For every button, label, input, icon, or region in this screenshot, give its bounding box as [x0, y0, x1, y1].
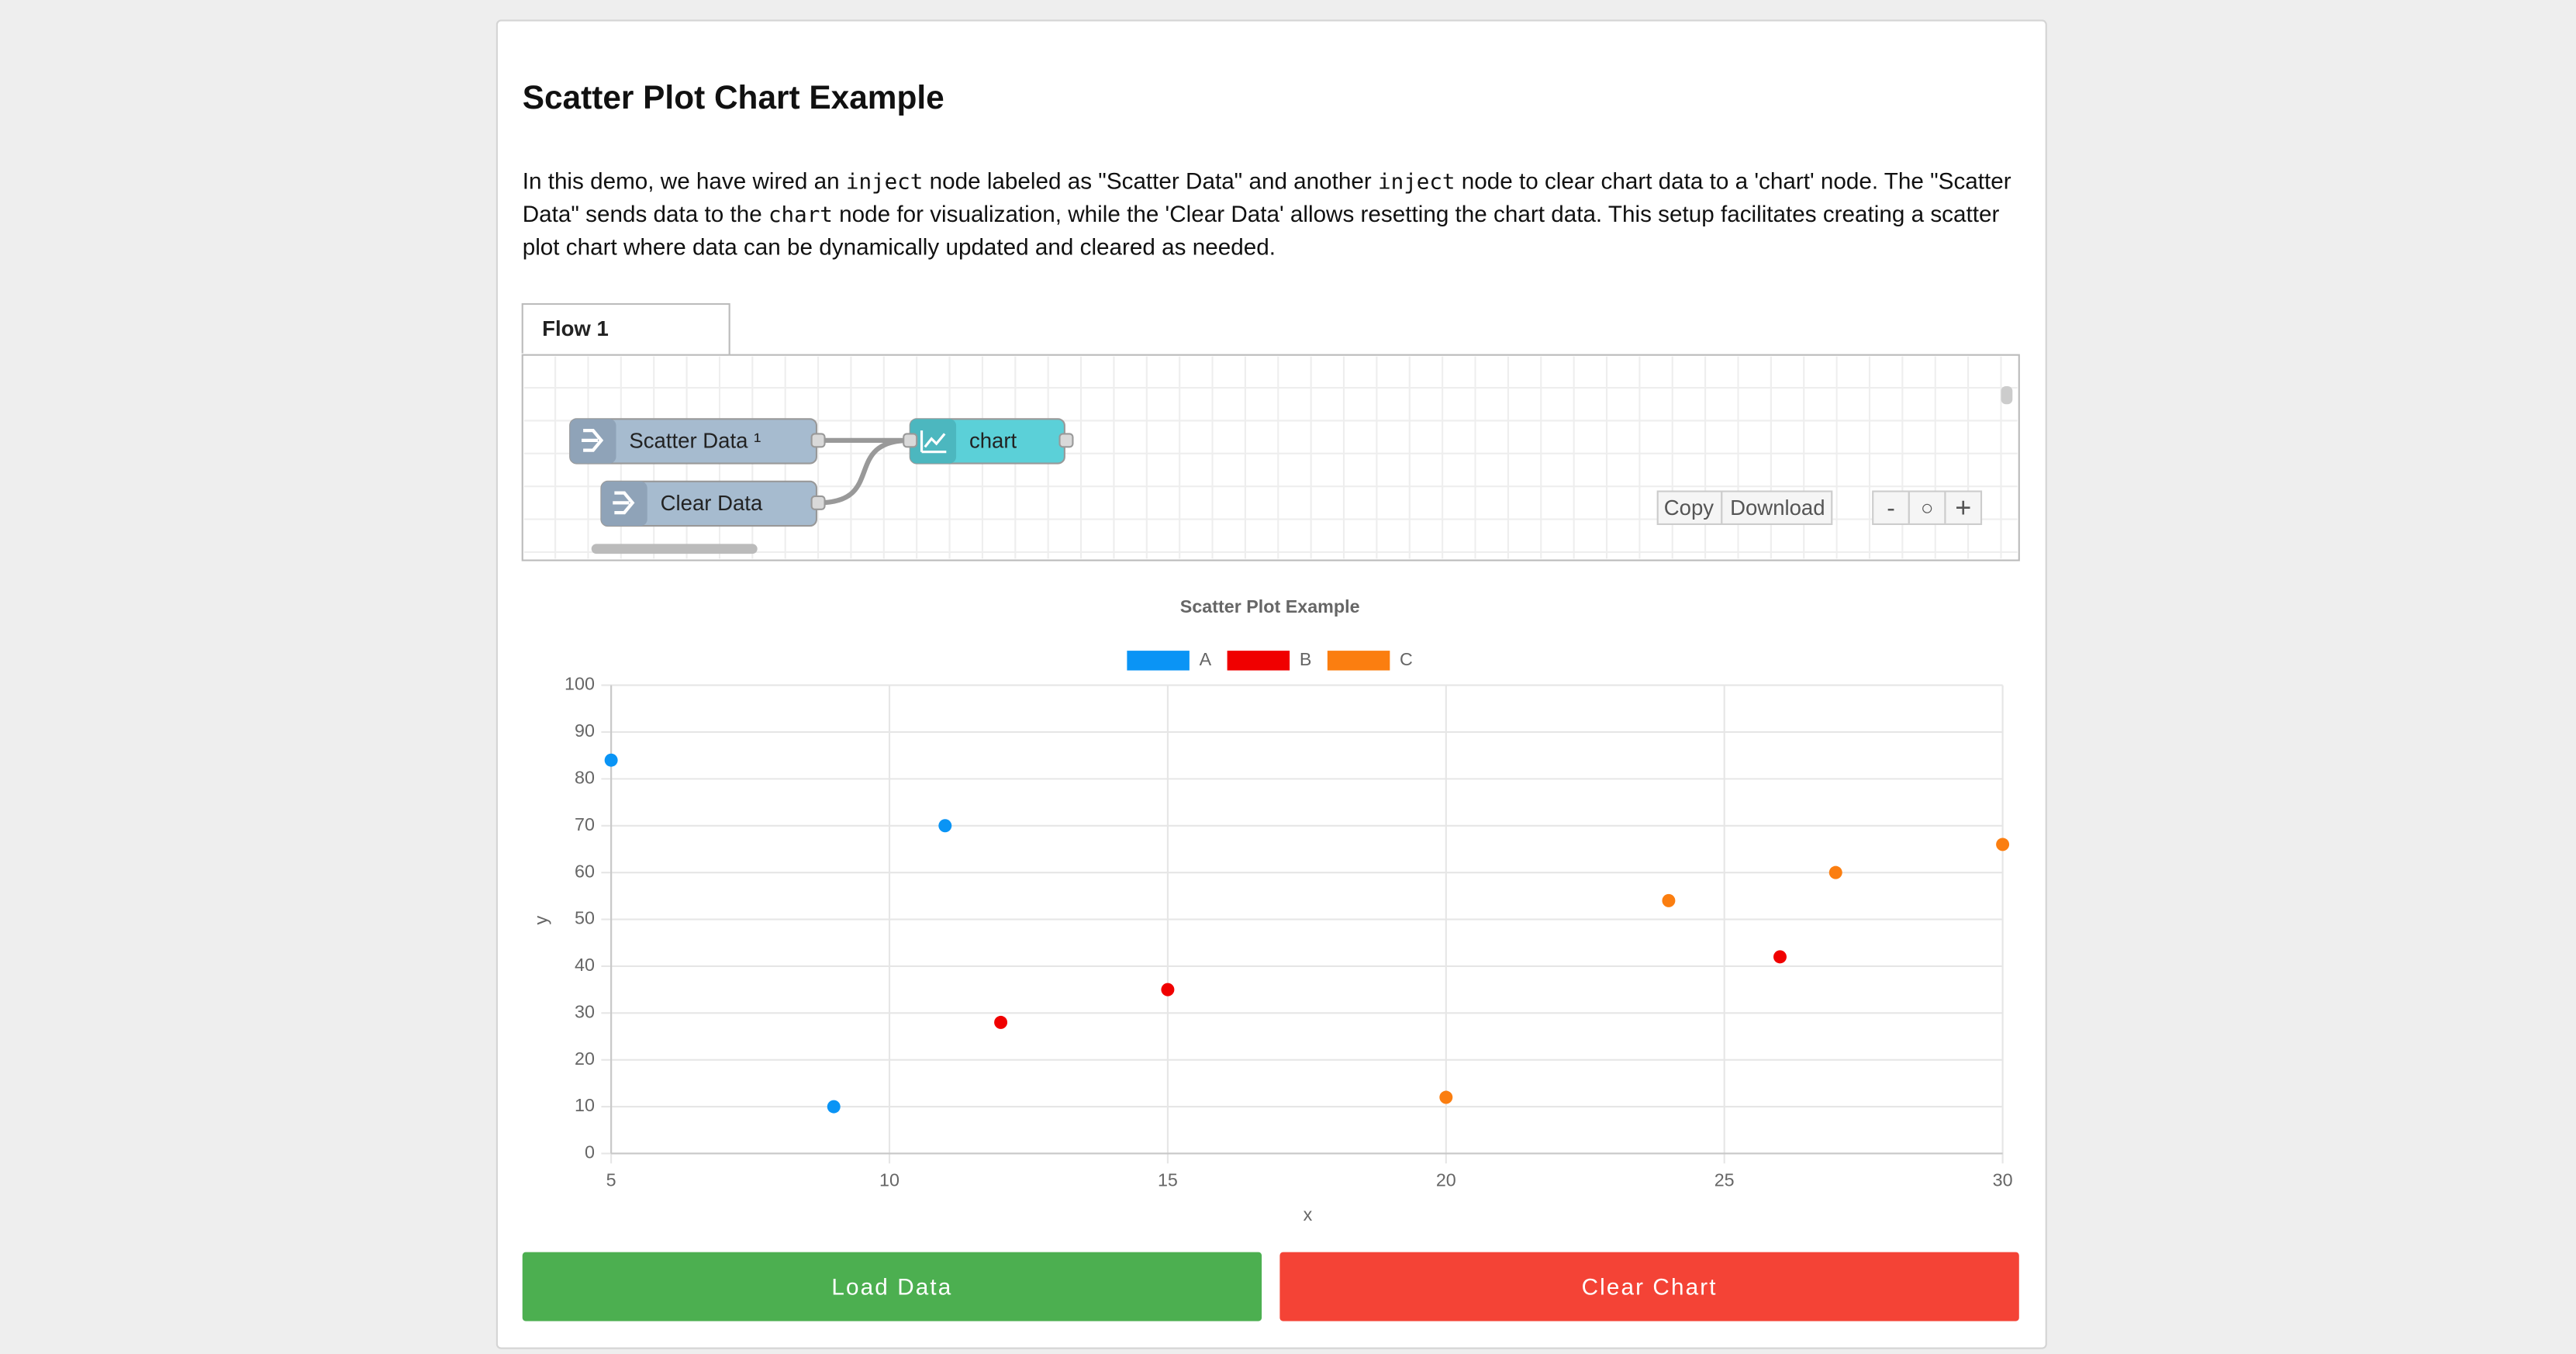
x-axis-label: x	[1304, 1204, 1313, 1224]
x-tick-label: 5	[606, 1170, 616, 1190]
scrollbar[interactable]	[2001, 385, 2013, 405]
port[interactable]	[903, 433, 918, 448]
y-axis-label: y	[530, 915, 551, 924]
y-tick-label: 100	[565, 674, 595, 694]
point	[1773, 950, 1787, 964]
y-tick-label: 50	[575, 908, 595, 928]
x-tick-label: 25	[1714, 1170, 1735, 1190]
y-tick-label: 60	[575, 861, 595, 881]
chart-title: Scatter Plot Example	[1180, 596, 1360, 617]
port[interactable]	[810, 433, 826, 448]
text: In this demo, we have wired an	[522, 168, 846, 195]
legend-swatch	[1127, 651, 1190, 671]
node-label: Scatter Data ¹	[629, 428, 761, 452]
legend-label: A	[1200, 649, 1212, 669]
y-tick-label: 70	[575, 814, 595, 834]
legend-label: B	[1300, 649, 1312, 669]
button[interactable]	[1656, 490, 1723, 525]
code: inject	[845, 171, 924, 196]
point	[994, 1015, 1008, 1029]
code: chart	[768, 203, 833, 229]
icon	[613, 491, 635, 515]
button-label: ○	[1921, 496, 1934, 520]
y-tick-label: 40	[575, 955, 595, 975]
y-tick-label: 90	[575, 720, 595, 741]
button-label: Download	[1730, 496, 1825, 520]
wire	[818, 437, 910, 506]
text: node for visualization, while the 'Clear…	[522, 200, 2000, 260]
button[interactable]	[1944, 490, 1983, 525]
page-title: Scatter Plot Chart Example	[522, 80, 944, 117]
button-label: -	[1887, 493, 1895, 521]
port[interactable]	[1058, 433, 1074, 448]
icon	[581, 429, 604, 452]
load-button[interactable]: Load Data	[522, 1252, 1262, 1321]
point	[827, 1100, 841, 1114]
point	[938, 819, 952, 833]
point	[1662, 893, 1676, 907]
point	[1828, 865, 1842, 879]
port[interactable]	[810, 495, 826, 510]
text: node to clear chart data to a 'chart' no…	[522, 168, 2011, 227]
x-tick-label: 30	[1993, 1170, 2013, 1190]
x-tick-label: 10	[879, 1170, 900, 1190]
node-label: chart	[969, 428, 1017, 452]
description: In this demo, we have wired an inject no…	[523, 166, 2018, 263]
text: node labeled as "Scatter Data" and anoth…	[923, 168, 1379, 195]
button-label: Copy	[1664, 496, 1714, 520]
button[interactable]	[1721, 490, 1833, 525]
point	[1161, 983, 1175, 997]
clear-button[interactable]: Clear Chart	[1279, 1252, 2019, 1321]
y-tick-label: 80	[575, 768, 595, 788]
point	[1439, 1090, 1453, 1104]
node-label: Clear Data	[661, 491, 763, 515]
x-tick-label: 20	[1436, 1170, 1456, 1190]
x-tick-label: 15	[1158, 1170, 1178, 1190]
scrollbar[interactable]	[591, 544, 758, 554]
point	[1996, 838, 2010, 851]
y-tick-label: 30	[575, 1001, 595, 1021]
legend-swatch	[1227, 651, 1290, 671]
y-tick-label: 0	[585, 1142, 595, 1162]
legend-label: C	[1400, 649, 1413, 669]
tab-frame	[521, 302, 730, 355]
point	[604, 753, 618, 767]
y-tick-label: 10	[575, 1095, 595, 1115]
legend-swatch	[1327, 651, 1390, 671]
button-label: +	[1955, 491, 1971, 523]
icon	[920, 430, 947, 454]
y-tick-label: 20	[575, 1048, 595, 1069]
code: inject	[1378, 171, 1455, 196]
flow-tab[interactable]: Flow 1	[542, 316, 609, 340]
